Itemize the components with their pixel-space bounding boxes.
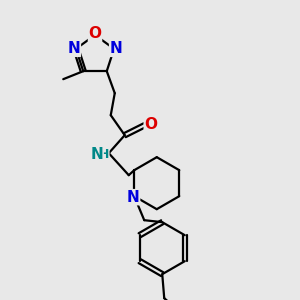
Text: N: N — [127, 190, 140, 205]
Text: N: N — [68, 41, 80, 56]
Text: H: H — [99, 148, 109, 161]
Text: N: N — [110, 41, 122, 56]
Text: O: O — [88, 26, 101, 41]
Text: N: N — [90, 147, 103, 162]
Text: O: O — [144, 117, 157, 132]
